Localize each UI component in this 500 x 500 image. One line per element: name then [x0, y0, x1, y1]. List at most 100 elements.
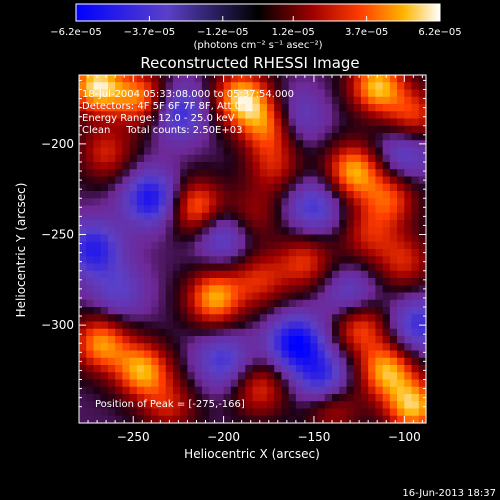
heatmap-cell: [144, 169, 152, 178]
heatmap-cell: [158, 241, 167, 250]
heatmap-cell: [274, 415, 283, 424]
heatmap-cell: [209, 343, 217, 352]
heatmap-cell: [129, 111, 138, 120]
heatmap-cell: [281, 169, 290, 178]
heatmap-cell: [274, 147, 283, 156]
heatmap-cell: [418, 220, 427, 228]
heatmap-cell: [93, 75, 102, 83]
heatmap-cell: [151, 357, 160, 366]
heatmap-cell: [418, 386, 427, 395]
heatmap-cell: [317, 350, 326, 359]
heatmap-cell: [93, 162, 102, 170]
heatmap-cell: [259, 386, 268, 395]
heatmap-cell: [144, 205, 152, 214]
heatmap-cell: [122, 321, 131, 330]
heatmap-cell: [346, 75, 355, 83]
annotation-detectors: Detectors: 4F 5F 6F 7F 8F, Att 0: [82, 101, 241, 112]
heatmap-cell: [194, 299, 203, 308]
heatmap-cell: [259, 278, 268, 286]
heatmap-cell: [79, 104, 87, 112]
heatmap-cell: [346, 241, 355, 250]
heatmap-cell: [79, 89, 87, 98]
heatmap-cell: [382, 408, 391, 417]
heatmap-cell: [129, 314, 138, 323]
heatmap-cell: [332, 307, 340, 315]
heatmap-cell: [310, 234, 319, 243]
heatmap-cell: [295, 365, 304, 373]
heatmap-cell: [266, 104, 275, 112]
heatmap-cell: [230, 140, 239, 149]
heatmap-cell: [172, 220, 181, 228]
heatmap-cell: [136, 357, 145, 366]
heatmap-cell: [389, 357, 398, 366]
heatmap-cell: [122, 176, 131, 185]
heatmap-cell: [346, 133, 355, 141]
heatmap-cell: [144, 307, 152, 315]
heatmap-cell: [404, 241, 413, 250]
heatmap-cell: [187, 307, 196, 315]
heatmap-cell: [230, 278, 239, 286]
heatmap-cell: [252, 205, 261, 214]
heatmap-cell: [295, 263, 304, 272]
heatmap-cell: [230, 256, 239, 265]
colorbar-tick-label: −1.2e−05: [197, 27, 249, 38]
heatmap-cell: [266, 249, 275, 257]
heatmap-cell: [346, 350, 355, 359]
heatmap-cell: [382, 169, 391, 178]
heatmap-cell: [165, 212, 174, 221]
heatmap-cell: [172, 379, 181, 388]
heatmap-cell: [201, 191, 210, 199]
heatmap-cell: [310, 394, 319, 402]
heatmap-cell: [86, 241, 95, 250]
heatmap-cell: [136, 89, 145, 98]
heatmap-cell: [172, 154, 181, 163]
heatmap-cell: [165, 256, 174, 265]
heatmap-cell: [397, 321, 405, 330]
heatmap-cell: [418, 89, 427, 98]
heatmap-cell: [238, 104, 246, 112]
heatmap-cell: [79, 227, 87, 236]
heatmap-cell: [172, 140, 181, 149]
heatmap-cell: [288, 415, 297, 424]
heatmap-cell: [165, 169, 174, 178]
heatmap-cell: [382, 118, 391, 127]
heatmap-cell: [375, 169, 384, 178]
heatmap-cell: [295, 386, 304, 395]
heatmap-cell: [136, 292, 145, 301]
heatmap-cell: [274, 111, 283, 120]
heatmap-cell: [382, 191, 391, 199]
heatmap-cell: [230, 234, 239, 243]
heatmap-cell: [252, 394, 261, 402]
heatmap-cell: [151, 379, 160, 388]
heatmap-cell: [100, 241, 109, 250]
x-axis-label: Heliocentric X (arcsec): [184, 447, 320, 461]
heatmap-cell: [317, 386, 326, 395]
heatmap-cell: [201, 343, 210, 352]
heatmap-cell: [404, 176, 413, 185]
heatmap-cell: [100, 314, 109, 323]
heatmap-cell: [93, 198, 102, 207]
heatmap-cell: [266, 292, 275, 301]
heatmap-cell: [397, 401, 405, 410]
heatmap-cell: [339, 75, 348, 83]
heatmap-cell: [122, 118, 131, 127]
heatmap-cell: [418, 307, 427, 315]
heatmap-cell: [187, 343, 196, 352]
heatmap-cell: [230, 386, 239, 395]
heatmap-cell: [79, 343, 87, 352]
heatmap-cell: [310, 205, 319, 214]
heatmap-cell: [209, 198, 217, 207]
heatmap-cell: [252, 299, 261, 308]
heatmap-cell: [418, 118, 427, 127]
heatmap-cell: [332, 111, 340, 120]
heatmap-cell: [324, 154, 333, 163]
heatmap-cell: [100, 125, 109, 134]
heatmap-cell: [397, 220, 405, 228]
heatmap-cell: [209, 321, 217, 330]
heatmap-cell: [339, 336, 348, 344]
heatmap-cell: [230, 328, 239, 337]
heatmap-cell: [107, 299, 116, 308]
heatmap-cell: [252, 96, 261, 105]
heatmap-cell: [223, 75, 232, 83]
heatmap-cell: [389, 328, 398, 337]
